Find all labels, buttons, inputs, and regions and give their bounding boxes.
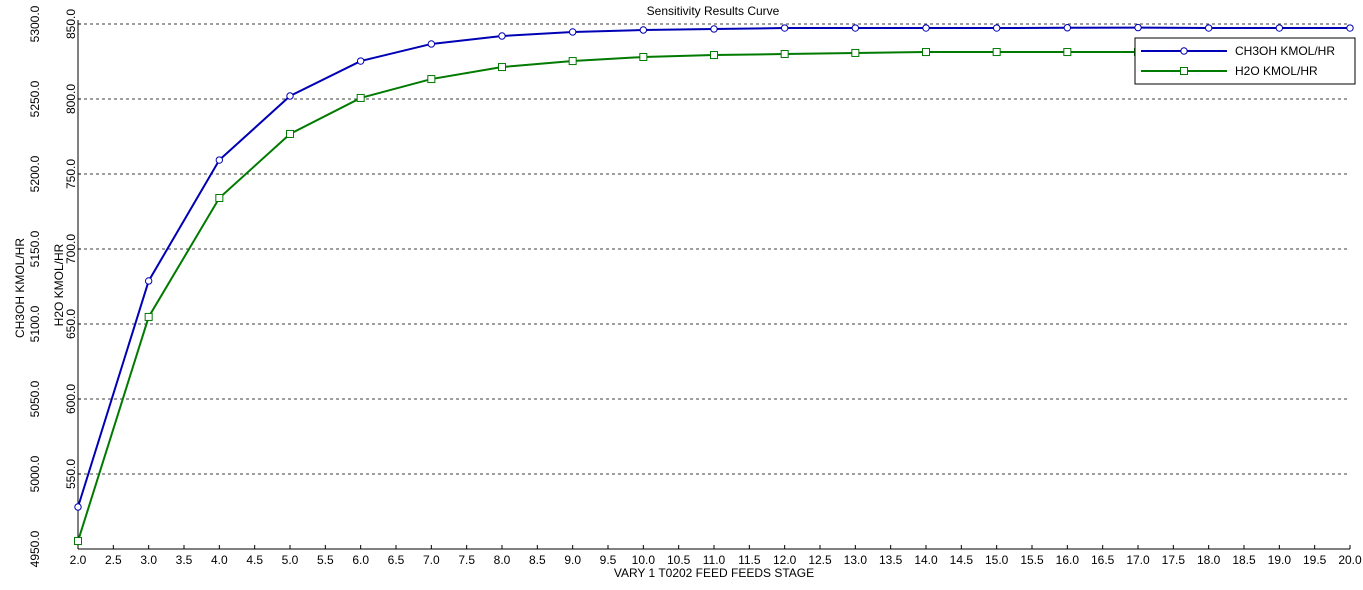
x-tick-label: 4.5 xyxy=(246,553,263,567)
marker xyxy=(1134,23,1142,32)
x-tick-label: 16.5 xyxy=(1091,553,1115,567)
x-tick-label: 19.0 xyxy=(1268,553,1292,567)
marker xyxy=(286,129,294,138)
marker xyxy=(710,25,718,33)
y2-tick-label: 550.0 xyxy=(64,459,78,489)
x-tick-label: 18.0 xyxy=(1197,553,1221,567)
marker xyxy=(427,75,436,84)
x-tick-label: 5.5 xyxy=(317,553,334,567)
x-tick-label: 10.0 xyxy=(632,553,656,567)
x-tick-label: 5.0 xyxy=(282,553,299,567)
marker xyxy=(498,32,506,40)
y-axis-label: CH3OH KMOL/HR xyxy=(13,238,27,338)
marker xyxy=(144,277,153,285)
y2-tick-label: 650.0 xyxy=(64,309,78,339)
x-tick-label: 4.0 xyxy=(211,553,228,567)
marker xyxy=(74,503,82,511)
y-tick-label: 5200.0 xyxy=(28,155,42,192)
marker xyxy=(1204,24,1213,32)
marker xyxy=(215,156,224,164)
x-axis-label: VARY 1 T0202 FEED FEEDS STAGE xyxy=(614,566,814,580)
marker xyxy=(992,48,1001,57)
marker xyxy=(1275,24,1284,32)
marker xyxy=(568,28,577,36)
legend-box xyxy=(1134,37,1356,85)
y2-tick-label: 850.0 xyxy=(64,9,78,39)
legend-label: CH3OH KMOL/HR xyxy=(1235,44,1335,58)
x-tick-label: 6.0 xyxy=(352,553,369,567)
marker xyxy=(780,24,789,32)
marker xyxy=(639,53,648,61)
y2-tick-label: 800.0 xyxy=(64,84,78,114)
legend-label: H2O KMOL/HR xyxy=(1235,64,1318,78)
x-tick-label: 16.0 xyxy=(1056,553,1080,567)
x-tick-label: 17.5 xyxy=(1162,553,1186,567)
x-tick-label: 11.0 xyxy=(703,553,726,567)
marker xyxy=(639,26,648,34)
y2-axis-label: H2O KMOL/HR xyxy=(52,243,66,326)
x-tick-label: 11.5 xyxy=(738,553,761,567)
x-tick-label: 9.0 xyxy=(564,553,581,567)
x-tick-label: 3.0 xyxy=(140,553,157,567)
marker xyxy=(74,537,82,546)
x-tick-label: 19.5 xyxy=(1303,553,1327,567)
x-tick-label: 6.5 xyxy=(388,553,405,567)
x-tick-label: 15.5 xyxy=(1020,553,1044,567)
y2-tick-label: 600.0 xyxy=(64,384,78,414)
x-tick-label: 14.0 xyxy=(914,553,938,567)
y-tick-label: 5250.0 xyxy=(28,80,42,117)
chart-title: Sensitivity Results Curve xyxy=(647,4,780,18)
x-tick-label: 8.5 xyxy=(529,553,546,567)
y-tick-label: 5050.0 xyxy=(28,380,42,417)
marker xyxy=(568,57,577,66)
y-tick-label: 5150.0 xyxy=(28,230,42,267)
x-tick-label: 2.5 xyxy=(105,553,122,567)
marker xyxy=(710,51,718,60)
x-tick-label: 14.5 xyxy=(950,553,974,567)
x-tick-label: 20.0 xyxy=(1338,553,1362,567)
legend-marker xyxy=(1180,67,1188,75)
x-tick-label: 17.0 xyxy=(1126,553,1150,567)
marker xyxy=(922,48,930,57)
y2-tick-label: 700.0 xyxy=(64,234,78,264)
marker xyxy=(1063,48,1072,57)
legend-marker xyxy=(1180,47,1188,55)
y2-tick-label: 750.0 xyxy=(64,159,78,189)
marker xyxy=(851,24,860,32)
x-tick-label: 15.0 xyxy=(985,553,1009,567)
marker xyxy=(215,194,224,202)
x-tick-label: 3.5 xyxy=(176,553,193,567)
x-tick-label: 13.0 xyxy=(844,553,868,567)
marker xyxy=(1063,24,1072,32)
marker xyxy=(427,40,436,48)
y-tick-label: 4950.0 xyxy=(28,530,42,567)
x-tick-label: 2.0 xyxy=(70,553,87,567)
marker xyxy=(286,92,294,100)
x-tick-label: 10.5 xyxy=(667,553,691,567)
marker xyxy=(356,57,365,65)
y-tick-label: 5300.0 xyxy=(28,5,42,42)
marker xyxy=(498,63,506,72)
marker xyxy=(922,24,930,32)
x-tick-label: 7.5 xyxy=(458,553,475,567)
x-tick-label: 12.5 xyxy=(808,553,832,567)
x-tick-label: 9.5 xyxy=(600,553,617,567)
marker xyxy=(780,50,789,58)
marker xyxy=(851,48,860,57)
x-tick-label: 7.0 xyxy=(423,553,440,567)
x-tick-label: 18.5 xyxy=(1232,553,1256,567)
marker xyxy=(1346,24,1354,32)
marker xyxy=(144,312,153,321)
y-tick-label: 5000.0 xyxy=(28,455,42,492)
y-tick-label: 5100.0 xyxy=(28,305,42,342)
marker xyxy=(356,93,365,102)
x-tick-label: 13.5 xyxy=(879,553,903,567)
marker xyxy=(992,24,1001,32)
x-tick-label: 12.0 xyxy=(773,553,797,567)
x-tick-label: 8.0 xyxy=(494,553,511,567)
